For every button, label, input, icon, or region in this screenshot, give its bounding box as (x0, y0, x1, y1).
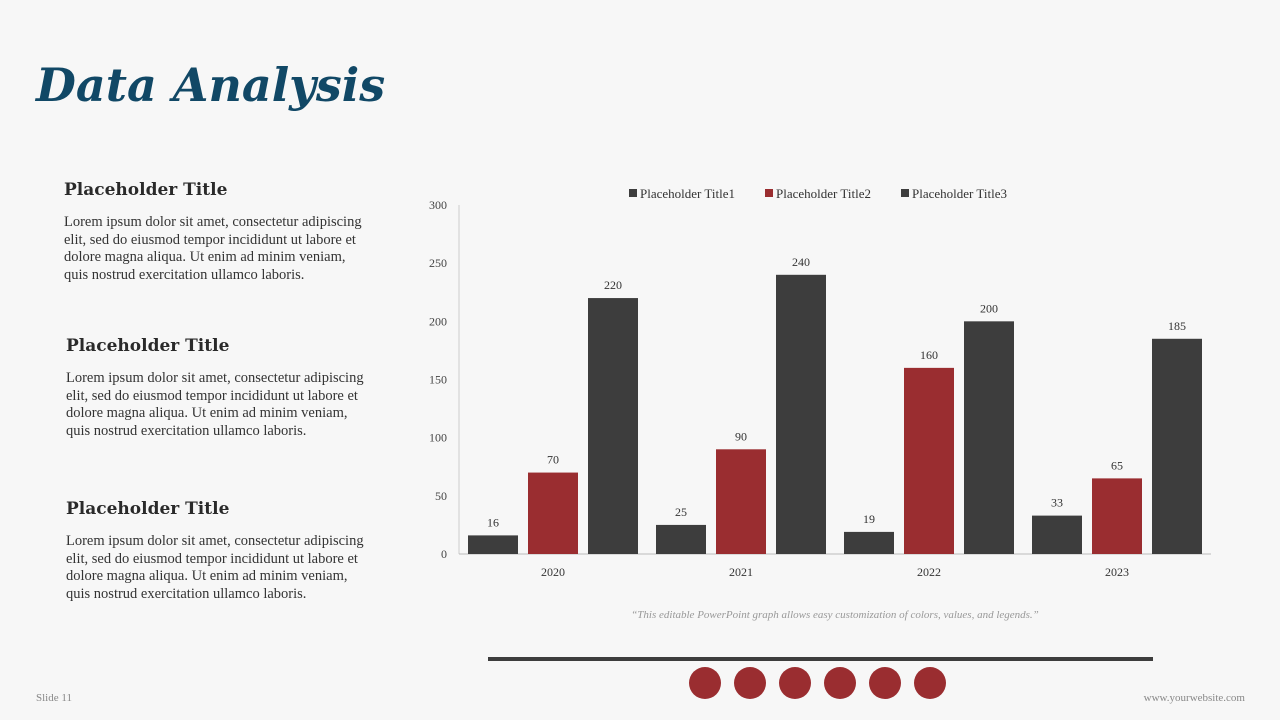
data-label: 220 (604, 278, 622, 292)
text-block-2: Placeholder Title Lorem ipsum dolor sit … (66, 336, 366, 440)
dot (824, 667, 856, 699)
y-tick-label: 200 (429, 314, 447, 328)
y-tick-label: 300 (429, 198, 447, 212)
y-tick-label: 250 (429, 256, 447, 270)
block-body: Lorem ipsum dolor sit amet, consectetur … (66, 370, 364, 439)
y-tick-label: 100 (429, 431, 447, 445)
block-heading: Placeholder Title (64, 180, 228, 200)
data-label: 70 (547, 453, 559, 467)
data-label: 19 (863, 512, 875, 526)
legend-swatch (901, 189, 909, 197)
legend-label: Placeholder Title2 (776, 186, 871, 201)
data-label: 25 (675, 505, 687, 519)
bar-2023-series3 (1152, 338, 1202, 554)
text-block-1: Placeholder Title Lorem ipsum dolor sit … (64, 180, 364, 284)
data-label: 200 (980, 301, 998, 315)
dot (689, 667, 721, 699)
bar-2022-series3 (964, 321, 1014, 554)
decorative-dots (689, 667, 946, 699)
data-label: 33 (1051, 496, 1063, 510)
data-label: 90 (735, 429, 747, 443)
dot (734, 667, 766, 699)
text-block-3: Placeholder Title Lorem ipsum dolor sit … (66, 499, 366, 603)
x-tick-label: 2021 (729, 565, 753, 579)
page-title: Data Analysis (36, 58, 386, 112)
legend-label: Placeholder Title1 (640, 186, 735, 201)
y-tick-label: 150 (429, 373, 447, 387)
x-tick-label: 2022 (917, 565, 941, 579)
data-label: 16 (487, 515, 499, 529)
bar-2020-series3 (588, 298, 638, 554)
legend-swatch (629, 189, 637, 197)
bar-2021-series3 (776, 274, 826, 554)
slide-number: Slide 11 (36, 692, 72, 704)
dot (869, 667, 901, 699)
bar-2020-series2 (528, 472, 578, 554)
block-body: Lorem ipsum dolor sit amet, consectetur … (66, 533, 364, 602)
bar-2021-series2 (716, 449, 766, 554)
bar-2020-series1 (468, 535, 518, 554)
bar-2023-series1 (1032, 515, 1082, 554)
dot (779, 667, 811, 699)
block-heading: Placeholder Title (66, 336, 230, 356)
data-label: 160 (920, 348, 938, 362)
dot (914, 667, 946, 699)
bar-2021-series1 (656, 524, 706, 554)
data-label: 65 (1111, 458, 1123, 472)
y-tick-label: 0 (441, 547, 447, 561)
legend-swatch (765, 189, 773, 197)
block-heading: Placeholder Title (66, 499, 230, 519)
website: www.yourwebsite.com (1143, 692, 1245, 704)
data-label: 185 (1168, 319, 1186, 333)
chart-note: “This editable PowerPoint graph allows e… (631, 609, 1039, 621)
y-tick-label: 50 (435, 489, 447, 503)
x-tick-label: 2020 (541, 565, 565, 579)
block-body: Lorem ipsum dolor sit amet, consectetur … (64, 214, 362, 283)
divider-line (488, 657, 1153, 661)
legend-label: Placeholder Title3 (912, 186, 1007, 201)
bar-2022-series2 (904, 367, 954, 554)
x-tick-label: 2023 (1105, 565, 1129, 579)
data-label: 240 (792, 255, 810, 269)
bar-2023-series2 (1092, 478, 1142, 554)
bar-2022-series1 (844, 531, 894, 554)
